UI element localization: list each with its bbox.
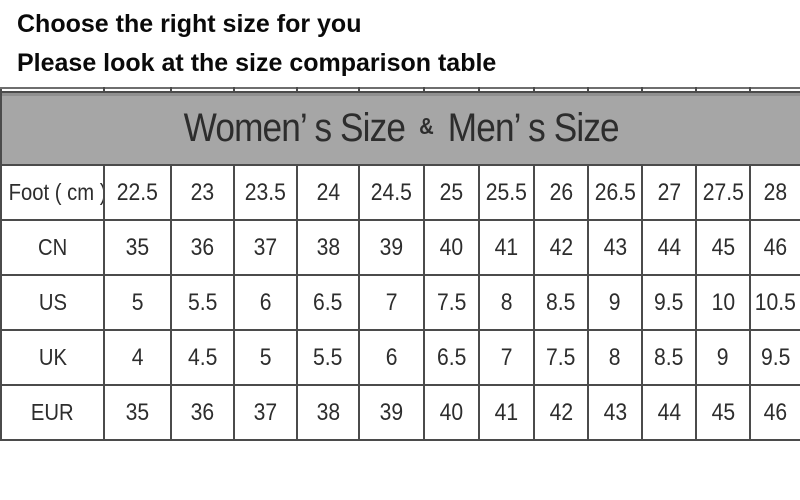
size-cell: 39 (358, 219, 425, 276)
row-label-cn: CN (0, 219, 105, 276)
tick-cell (233, 87, 298, 92)
size-cell: 8 (587, 329, 643, 386)
size-cell: 26 (533, 164, 589, 221)
tick-cell (423, 87, 480, 92)
size-cell: 10 (695, 274, 751, 331)
row-label-us: US (0, 274, 105, 331)
size-cell: 6 (233, 274, 298, 331)
table-row-foot-cm: Foot ( cm ) 22.5 23 23.5 24 24.5 25 25.5… (0, 164, 800, 221)
tick-cell (103, 87, 172, 92)
page-title: Choose the right size for you (17, 10, 362, 38)
size-cell: 26.5 (587, 164, 643, 221)
size-cell: 7.5 (533, 329, 589, 386)
table-row-uk: UK 4 4.5 5 5.5 6 6.5 7 7.5 8 8.5 9 9.5 (0, 329, 800, 386)
size-cell: 44 (641, 384, 697, 441)
size-cell: 24.5 (358, 164, 425, 221)
tick-cell (587, 87, 643, 92)
size-cell: 42 (533, 219, 589, 276)
table-title-row: Women’ s Size & Men’ s Size (0, 91, 800, 166)
size-cell: 37 (233, 384, 298, 441)
table-title-text: Women’ s Size & Men’ s Size (183, 106, 620, 151)
size-cell: 46 (749, 384, 800, 441)
size-cell: 9 (587, 274, 643, 331)
size-cell: 43 (587, 219, 643, 276)
size-cell: 5.5 (296, 329, 360, 386)
size-cell: 45 (695, 219, 751, 276)
size-cell: 41 (478, 219, 535, 276)
size-cell: 7 (358, 274, 425, 331)
size-cell: 5.5 (170, 274, 235, 331)
size-comparison-table: Women’ s Size & Men’ s Size Foot ( cm ) 22… (0, 87, 800, 441)
size-cell: 8.5 (641, 329, 697, 386)
size-cell: 36 (170, 219, 235, 276)
size-cell: 9.5 (749, 329, 800, 386)
size-cell: 9 (695, 329, 751, 386)
tick-cell (695, 87, 751, 92)
size-cell: 40 (423, 384, 480, 441)
size-cell: 22.5 (103, 164, 172, 221)
tick-cell (296, 87, 360, 92)
size-cell: 9.5 (641, 274, 697, 331)
size-cell: 38 (296, 219, 360, 276)
size-cell: 4 (103, 329, 172, 386)
tick-cell (170, 87, 235, 92)
column-ticks-row (0, 87, 800, 92)
size-cell: 44 (641, 219, 697, 276)
row-label-uk: UK (0, 329, 105, 386)
size-cell: 27 (641, 164, 697, 221)
tick-cell (641, 87, 697, 92)
size-cell: 4.5 (170, 329, 235, 386)
ampersand-label: & (418, 113, 434, 139)
size-cell: 42 (533, 384, 589, 441)
size-cell: 27.5 (695, 164, 751, 221)
size-cell: 28 (749, 164, 800, 221)
table-row-cn: CN 35 36 37 38 39 40 41 42 43 44 45 46 (0, 219, 800, 276)
row-label-eur: EUR (0, 384, 105, 441)
tick-cell (533, 87, 589, 92)
size-cell: 41 (478, 384, 535, 441)
size-cell: 35 (103, 219, 172, 276)
women-size-label: Women’ s Size (183, 106, 405, 150)
size-cell: 8 (478, 274, 535, 331)
size-cell: 24 (296, 164, 360, 221)
size-cell: 43 (587, 384, 643, 441)
size-cell: 23.5 (233, 164, 298, 221)
men-size-label: Men’ s Size (447, 106, 620, 150)
tick-cell (478, 87, 535, 92)
size-cell: 6.5 (296, 274, 360, 331)
size-cell: 25.5 (478, 164, 535, 221)
size-cell: 7.5 (423, 274, 480, 331)
size-cell: 36 (170, 384, 235, 441)
size-cell: 23 (170, 164, 235, 221)
page-subtitle: Please look at the size comparison table (17, 49, 497, 77)
size-cell: 7 (478, 329, 535, 386)
tick-cell (358, 87, 425, 92)
size-cell: 39 (358, 384, 425, 441)
table-row-us: US 5 5.5 6 6.5 7 7.5 8 8.5 9 9.5 10 10.5 (0, 274, 800, 331)
size-cell: 37 (233, 219, 298, 276)
table-title: Women’ s Size & Men’ s Size (0, 91, 800, 166)
size-cell: 40 (423, 219, 480, 276)
size-cell: 6 (358, 329, 425, 386)
size-cell: 38 (296, 384, 360, 441)
size-cell: 46 (749, 219, 800, 276)
size-cell: 25 (423, 164, 480, 221)
size-cell: 10.5 (749, 274, 800, 331)
table-row-eur: EUR 35 36 37 38 39 40 41 42 43 44 45 46 (0, 384, 800, 441)
row-label-foot-cm: Foot ( cm ) (0, 164, 105, 221)
size-cell: 35 (103, 384, 172, 441)
size-cell: 5 (233, 329, 298, 386)
size-cell: 45 (695, 384, 751, 441)
size-cell: 6.5 (423, 329, 480, 386)
size-cell: 8.5 (533, 274, 589, 331)
tick-cell (0, 87, 105, 92)
size-cell: 5 (103, 274, 172, 331)
